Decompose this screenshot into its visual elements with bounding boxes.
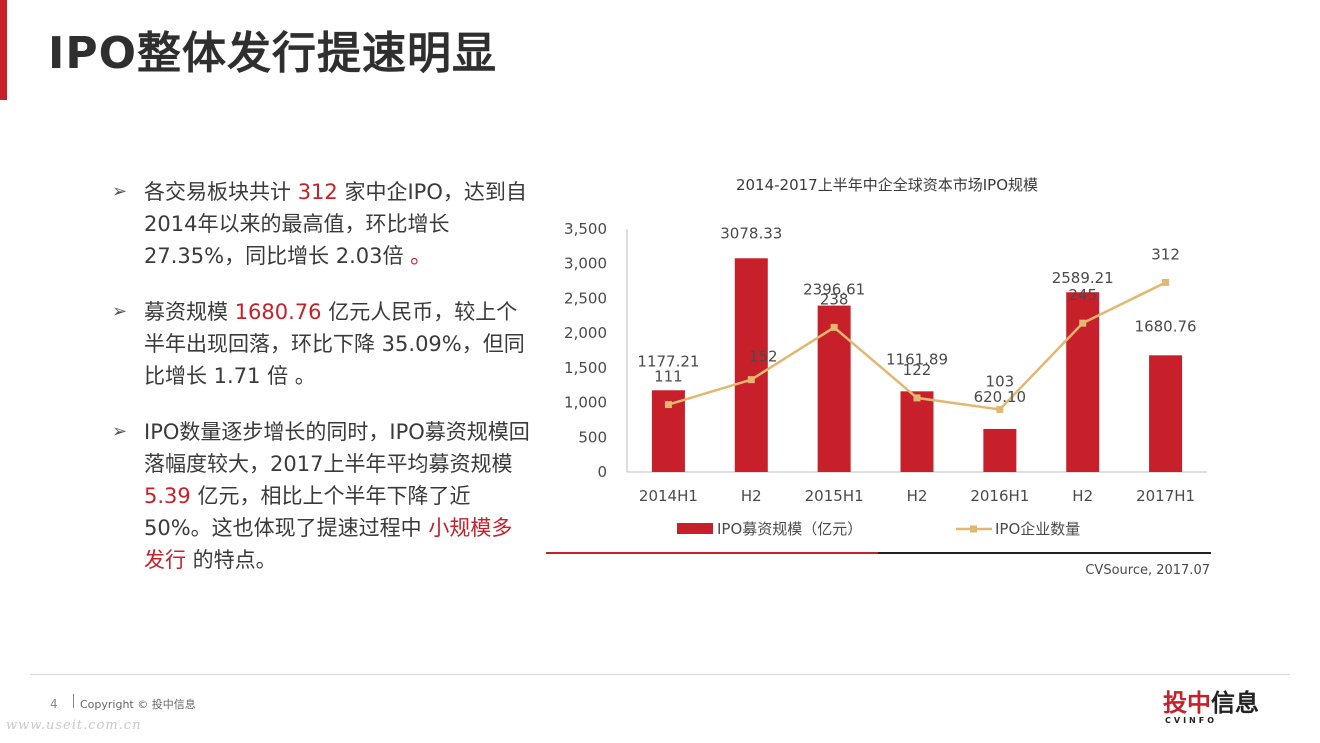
y-tick-label: 2,000 [564,324,607,342]
bullet-item: ➢ IPO数量逐步增长的同时，IPO募资规模回落幅度较大，2017上半年平均募资… [112,416,532,576]
highlight-value: 5.39 [144,484,191,508]
line-data-label: 312 [1151,245,1180,263]
bar [1149,355,1183,472]
bullet-item: ➢ 募资规模 1680.76 亿元人民币，较上个半年出现回落，环比下降 35.0… [112,296,532,392]
chart-source: CVSource, 2017.07 [1085,563,1210,578]
x-tick-label: 2014H1 [639,487,698,505]
arrow-bullet-icon: ➢ [112,301,128,322]
line-data-label: 245 [1068,286,1097,304]
line-point [747,376,755,384]
y-tick-label: 1,500 [564,359,607,377]
bullet-item: ➢ 各交易板块共计 312 家中企IPO，达到自2014年以来的最高值，环比增长… [112,176,532,272]
line-point [1079,319,1087,327]
x-tick-label: 2016H1 [970,487,1029,505]
line-point [830,323,838,331]
x-tick-label: 2015H1 [805,487,864,505]
watermark-text: www.useit.com.cn [6,718,142,733]
highlight-value: 1680.76 [234,300,322,324]
y-tick-label: 3,000 [564,255,607,273]
legend-line-marker [970,525,977,533]
line-data-label: 111 [654,368,683,386]
chart-title: 2014-2017上半年中企全球资本市场IPO规模 [736,176,1038,194]
y-tick-label: 1,000 [564,394,607,412]
bar-data-label: 3078.33 [720,224,782,242]
bar-data-label: 2396.61 [803,281,865,299]
logo-subtext: CVINFO [1165,716,1217,725]
legend-line-label: IPO企业数量 [995,520,1080,538]
x-tick-label: H2 [741,487,762,505]
footer-divider [30,674,1290,675]
page-number: 4 [50,697,58,711]
highlight-value: 312 [297,180,338,204]
bar-data-label: 1161.89 [886,350,948,368]
bullet-text: IPO数量逐步增长的同时，IPO募资规模回落幅度较大，2017上半年平均募资规模… [144,420,530,572]
copyright-text: Copyright © 投中信息 [80,698,196,711]
x-tick-label: H2 [1072,487,1093,505]
bullet-text: 各交易板块共计 312 家中企IPO，达到自2014年以来的最高值，环比增长27… [144,180,527,268]
line-point [996,405,1004,413]
y-tick-label: 0 [597,463,607,481]
cvinfo-logo: 投中信息 CVINFO [1163,690,1259,725]
page-title: IPO整体发行提速明显 [48,28,498,79]
logo-text-dark: 信息 [1211,689,1259,717]
chart-canvas: 2014-2017上半年中企全球资本市场IPO规模 0 500 1,000 1,500 2… [546,176,1211,578]
bar [1066,292,1100,472]
highlight-phrase: 小规模多发行 [144,516,513,572]
logo-text-red: 投中 [1163,689,1211,717]
x-tick-label: H2 [907,487,928,505]
footer-separator [73,694,74,708]
line-point [913,394,921,402]
line-data-label: 103 [986,372,1015,390]
arrow-bullet-icon: ➢ [112,181,128,202]
bar-data-label: 1177.21 [637,352,699,370]
ipo-chart: 2014-2017上半年中企全球资本市场IPO规模 0 500 1,000 1,500 2… [546,168,1222,588]
title-accent-bar [0,0,7,100]
bullet-text: 募资规模 1680.76 亿元人民币，较上个半年出现回落，环比下降 35.09%… [144,300,525,388]
line-point [1162,278,1170,286]
x-tick-label: 2017H1 [1136,487,1195,505]
arrow-bullet-icon: ➢ [112,421,128,442]
line-point [664,401,672,409]
line-data-label: 122 [903,361,932,379]
bar [734,258,768,472]
line-data-label: 152 [749,348,778,366]
bar [900,391,934,472]
bar-data-label: 1680.76 [1135,317,1197,335]
y-tick-label: 500 [578,428,607,446]
bar-data-label: 620.10 [974,388,1027,406]
bullet-list: ➢ 各交易板块共计 312 家中企IPO，达到自2014年以来的最高值，环比增长… [112,176,532,600]
bar-data-label: 2589.21 [1052,269,1114,287]
legend-bar-swatch [677,523,713,534]
legend-bar-label: IPO募资规模（亿元） [717,520,862,538]
line-data-label: 238 [820,290,849,308]
y-tick-label: 3,500 [564,220,607,238]
bar [983,428,1017,472]
y-tick-label: 2,500 [564,289,607,307]
